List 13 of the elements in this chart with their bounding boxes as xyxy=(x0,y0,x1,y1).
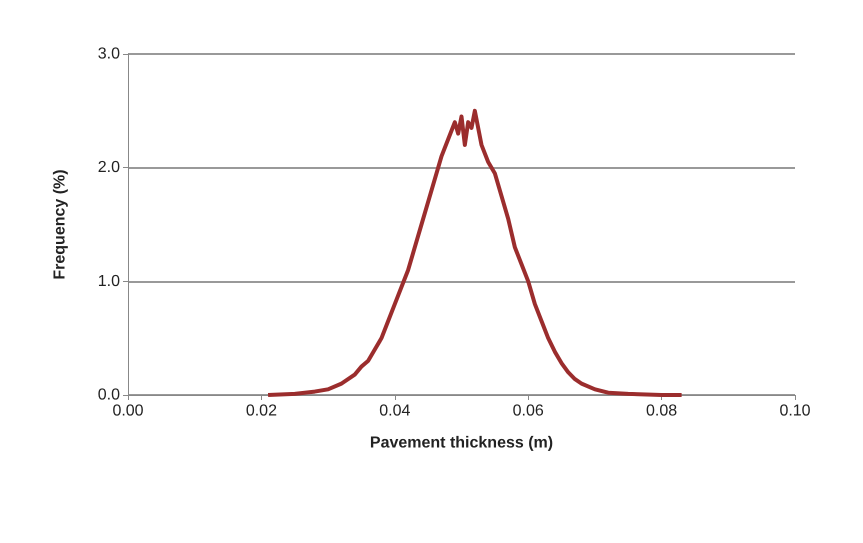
line-series xyxy=(266,108,684,397)
y-tick-label: 3.0 xyxy=(98,46,120,62)
y-tick-label: 1.0 xyxy=(98,272,120,290)
y-tick-label: 0.0 xyxy=(98,386,120,404)
x-tick-label: 0.10 xyxy=(779,402,811,420)
y-axis-title: Frequency (%) xyxy=(52,169,68,280)
x-tick-label: 0.06 xyxy=(512,402,544,420)
x-axis-title: Pavement thickness (m) xyxy=(370,434,554,452)
y-tick-label: 2.0 xyxy=(98,159,120,176)
x-tick-label: 0.08 xyxy=(646,402,678,420)
x-tick-label: 0.04 xyxy=(379,402,410,420)
x-tick-label: 0.00 xyxy=(112,402,144,420)
x-tick-label: 0.02 xyxy=(246,402,278,420)
